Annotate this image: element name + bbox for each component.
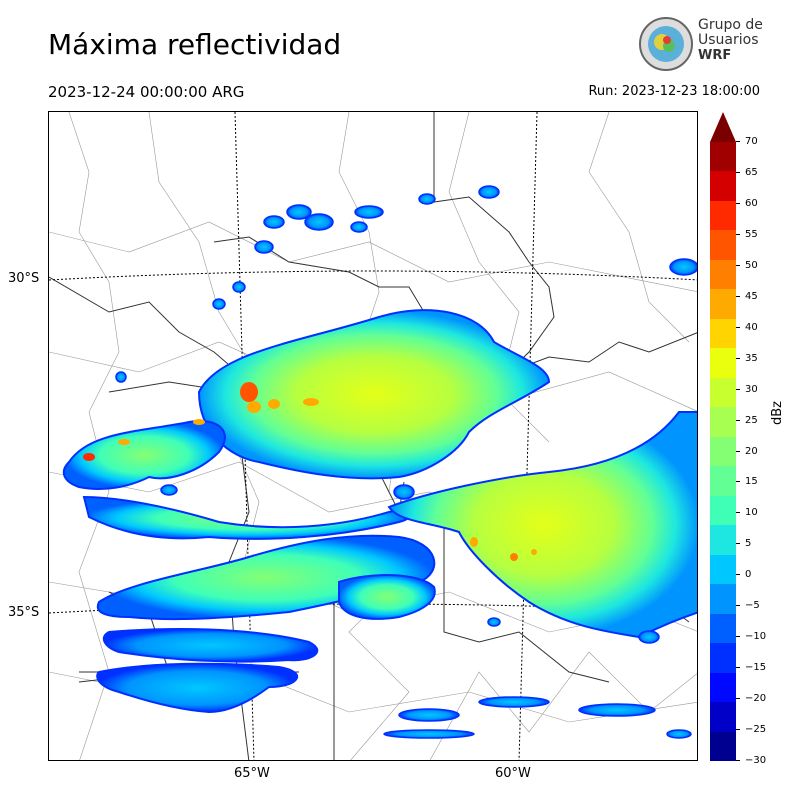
lon-label-65w: 65°W [234,766,270,781]
colorbar-segment [710,377,736,408]
colorbar-tick-label: 5 [736,539,751,549]
page-title: Máxima reflectividad [48,28,342,61]
grupo-usuarios-wrf-logo: Grupo de Usuarios WRF [638,16,768,72]
colorbar-tick-label: 50 [736,260,758,271]
valid-time: 2023-12-24 00:00:00 ARG [48,83,245,101]
colorbar-segment [710,495,736,526]
colorbar-segment [710,259,736,290]
reflectivity-map [48,111,698,761]
colorbar-tick-label: −25 [736,725,766,735]
colorbar-tick-label: 30 [736,384,758,395]
logo-line-1: Grupo de [698,17,763,33]
colorbar-segment [710,554,736,585]
colorbar-tick-label: 25 [736,415,758,426]
colorbar-segment [710,436,736,467]
colorbar-segment [710,200,736,231]
colorbar-segment [710,318,736,349]
colorbar [710,142,736,762]
logo-emblem-icon [639,17,693,71]
colorbar-extend-arrow [710,112,736,142]
colorbar-segment [710,525,736,556]
lon-label-60w: 60°W [495,766,531,781]
radar-echoes [62,185,697,739]
colorbar-segment [710,466,736,497]
colorbar-segment [710,702,736,733]
lat-label-30s: 30°S [8,271,40,286]
colorbar-segment [710,289,736,320]
colorbar-tick-label: 60 [736,198,758,209]
colorbar-tick-label: 65 [736,167,758,178]
colorbar-tick-label: −30 [736,756,766,766]
colorbar-segment [710,731,736,762]
colorbar-segment [710,348,736,379]
colorbar-tick-label: 70 [736,137,758,147]
colorbar-tick-label: 40 [736,322,758,333]
colorbar-tick-label: 10 [736,508,758,518]
colorbar-segment [710,643,736,674]
logo-line-2: Usuarios [698,32,759,48]
colorbar-tick-label: 20 [736,446,758,457]
colorbar-segment [710,171,736,202]
colorbar-tick-label: 35 [736,353,758,364]
colorbar-label: dBz [770,401,785,425]
colorbar-segment [710,672,736,703]
colorbar-tick-label: 45 [736,291,758,302]
colorbar-tick-label: 55 [736,229,758,240]
run-time: Run: 2023-12-23 18:00:00 [588,84,760,99]
colorbar-tick-label: −15 [736,663,766,673]
colorbar-tick-label: 15 [736,477,758,487]
colorbar-segment [710,230,736,261]
colorbar-tick-label: −10 [736,632,766,642]
colorbar-tick-label: −20 [736,694,766,704]
colorbar-segment [710,407,736,438]
map-canvas [49,112,697,760]
colorbar-tick-label: −5 [736,601,760,611]
logo-line-3: WRF [698,48,732,63]
colorbar-tick-label: 0 [736,570,751,580]
colorbar-segment [710,584,736,615]
lat-label-35s: 35°S [8,605,40,620]
colorbar-segment [710,613,736,644]
colorbar-segment [710,142,736,172]
